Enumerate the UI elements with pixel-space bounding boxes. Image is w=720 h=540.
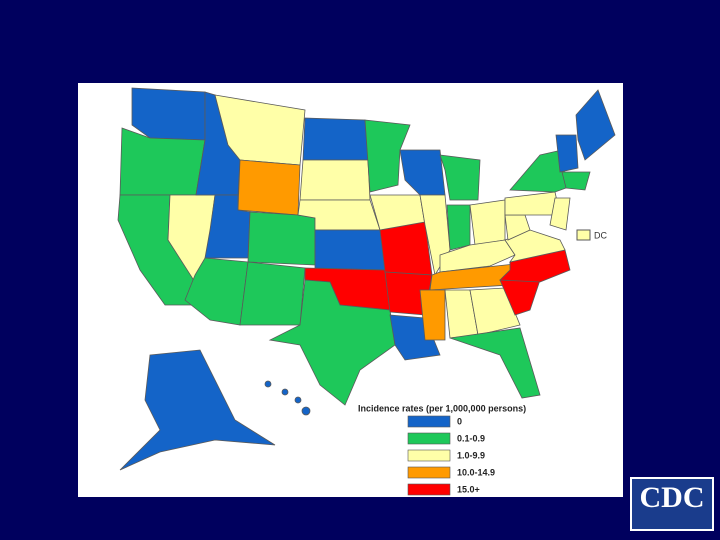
legend-swatch bbox=[407, 483, 451, 496]
state bbox=[549, 197, 571, 231]
legend-swatch bbox=[407, 415, 451, 428]
legend-label: 0 bbox=[457, 416, 462, 426]
state bbox=[239, 261, 306, 326]
state bbox=[379, 221, 433, 276]
state bbox=[264, 380, 272, 388]
state bbox=[131, 87, 206, 141]
legend-swatch bbox=[407, 449, 451, 462]
logo-box bbox=[630, 477, 714, 531]
state bbox=[119, 349, 276, 471]
state bbox=[268, 279, 396, 406]
legend-title: Incidence rates (per 1,000,000 persons) bbox=[358, 403, 526, 413]
state bbox=[469, 199, 506, 246]
legend-label: 10.0-14.9 bbox=[457, 467, 495, 477]
state bbox=[302, 117, 369, 161]
state bbox=[575, 89, 616, 161]
dc-swatch bbox=[576, 229, 591, 241]
state bbox=[439, 154, 481, 201]
legend-label: 15.0+ bbox=[457, 484, 480, 494]
state bbox=[561, 171, 591, 191]
state bbox=[364, 119, 411, 193]
state bbox=[446, 204, 471, 251]
state bbox=[314, 229, 386, 271]
logo-text: CDC bbox=[640, 481, 705, 514]
legend-label: 0.1-0.9 bbox=[457, 433, 485, 443]
state bbox=[299, 159, 371, 201]
legend-swatch bbox=[407, 432, 451, 445]
legend: 0 0.1-0.9 1.0-9.9 10.0-14.9 15.0+ bbox=[407, 415, 495, 496]
us-map bbox=[117, 87, 616, 471]
state bbox=[449, 327, 541, 399]
state bbox=[281, 388, 289, 396]
legend-label: 1.0-9.9 bbox=[457, 450, 485, 460]
state bbox=[555, 134, 579, 173]
state bbox=[469, 287, 521, 336]
state bbox=[247, 211, 316, 266]
state bbox=[301, 406, 311, 416]
legend-swatch bbox=[407, 466, 451, 479]
dc-label: DC bbox=[594, 230, 607, 240]
state bbox=[237, 159, 301, 216]
state bbox=[419, 289, 446, 341]
state bbox=[294, 396, 302, 404]
